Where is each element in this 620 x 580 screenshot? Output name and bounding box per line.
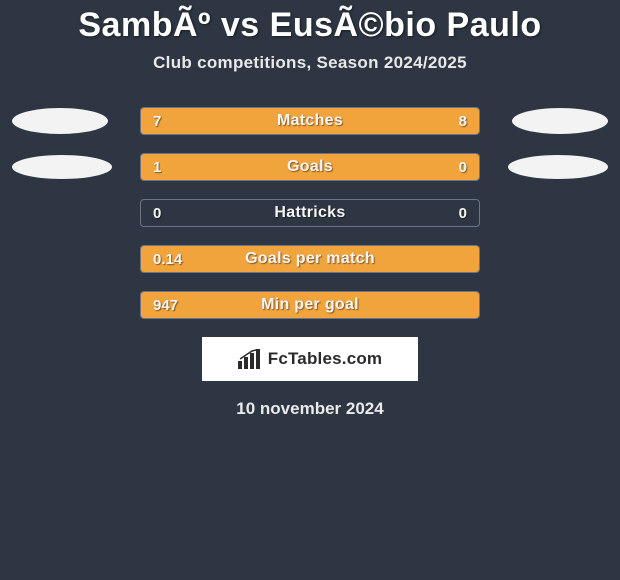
stat-bar: 0.14Goals per match — [140, 245, 480, 273]
stat-rows: 78Matches 10Goals 0 0Hattricks 0.14Goals per… — [0, 107, 620, 319]
source-logo: FcTables.com — [202, 337, 418, 381]
stat-row: 0 0Hattricks — [0, 199, 620, 227]
stat-bar: 10Goals — [140, 153, 480, 181]
stat-row: 947Min per goal — [0, 291, 620, 319]
bar-fill-right — [401, 154, 479, 180]
bar-fill-left — [141, 292, 479, 318]
chart-icon — [238, 349, 262, 369]
stat-value-right: 0 — [459, 200, 467, 226]
stat-bar: 0 0Hattricks — [140, 199, 480, 227]
stat-bar: 78Matches — [140, 107, 480, 135]
stat-row: 10Goals — [0, 153, 620, 181]
comparison-widget: SambÃº vs EusÃ©bio Paulo Club competitio… — [0, 0, 620, 419]
subtitle: Club competitions, Season 2024/2025 — [0, 53, 620, 73]
stat-row: 0.14Goals per match — [0, 245, 620, 273]
logo-text: FcTables.com — [268, 349, 383, 369]
stat-label: Hattricks — [141, 200, 479, 226]
bar-fill-left — [141, 246, 479, 272]
stat-row: 78Matches — [0, 107, 620, 135]
player-image-right — [508, 155, 608, 179]
bar-fill-left — [141, 154, 401, 180]
player-image-left — [12, 155, 112, 179]
bar-fill-left — [141, 108, 300, 134]
stat-value-left: 0 — [153, 200, 161, 226]
stat-bar: 947Min per goal — [140, 291, 480, 319]
bar-fill-right — [300, 108, 479, 134]
page-title: SambÃº vs EusÃ©bio Paulo — [0, 6, 620, 53]
player-image-right — [512, 108, 608, 134]
player-image-left — [12, 108, 108, 134]
date-text: 10 november 2024 — [0, 399, 620, 419]
